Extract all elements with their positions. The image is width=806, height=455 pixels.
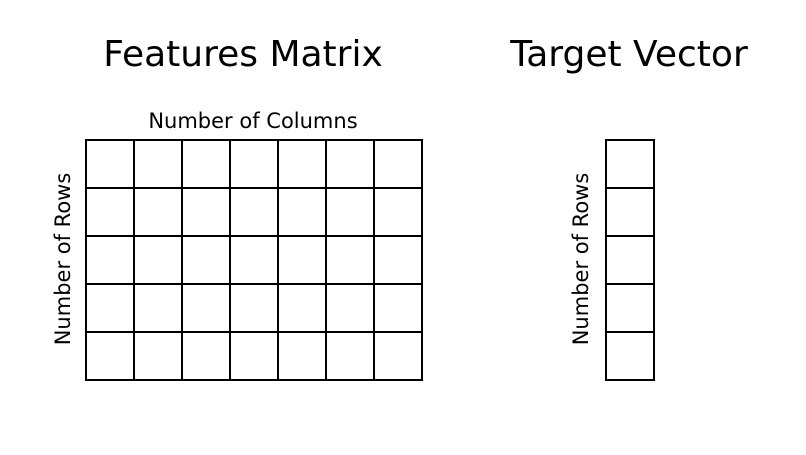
- target-vector-panel: Target Vector Number of Rows: [509, 34, 748, 381]
- target-vector-cell-r4-c1: [605, 283, 655, 333]
- features-matrix-cell-r1-c3: [181, 139, 231, 189]
- features-matrix-cell-r4-c7: [373, 283, 423, 333]
- features-matrix-cell-r4-c4: [229, 283, 279, 333]
- features-matrix-cell-r5-c2: [133, 331, 183, 381]
- features-matrix-cell-r2-c5: [277, 187, 327, 237]
- features-matrix-cell-r5-c5: [277, 331, 327, 381]
- features-matrix-cell-r3-c5: [277, 235, 327, 285]
- features-matrix-cell-r4-c3: [181, 283, 231, 333]
- features-matrix-cell-r2-c4: [229, 187, 279, 237]
- features-matrix-cell-r5-c7: [373, 331, 423, 381]
- features-matrix-panel: Features Matrix Number of Columns Number…: [51, 34, 423, 381]
- features-matrix-cell-r1-c4: [229, 139, 279, 189]
- features-matrix-cell-r5-c6: [325, 331, 375, 381]
- features-matrix-cell-r2-c7: [373, 187, 423, 237]
- features-matrix-cell-r1-c7: [373, 139, 423, 189]
- features-matrix-cell-r1-c1: [85, 139, 135, 189]
- features-matrix-columns-label: Number of Columns: [148, 109, 357, 133]
- features-matrix-grid: [85, 139, 423, 381]
- features-matrix-cell-r3-c6: [325, 235, 375, 285]
- features-matrix-cell-r2-c2: [133, 187, 183, 237]
- features-matrix-cell-r3-c2: [133, 235, 183, 285]
- features-matrix-cell-r4-c6: [325, 283, 375, 333]
- features-matrix-cell-r2-c1: [85, 187, 135, 237]
- target-vector-grid: [605, 139, 655, 381]
- features-matrix-cell-r3-c4: [229, 235, 279, 285]
- features-matrix-cell-r2-c6: [325, 187, 375, 237]
- target-vector-rows-label: Number of Rows: [569, 173, 593, 346]
- features-matrix-cell-r3-c3: [181, 235, 231, 285]
- features-matrix-cell-r1-c2: [133, 139, 183, 189]
- features-matrix-cell-r5-c4: [229, 331, 279, 381]
- features-matrix-title: Features Matrix: [103, 34, 383, 75]
- features-matrix-cell-r4-c1: [85, 283, 135, 333]
- features-matrix-cell-r3-c1: [85, 235, 135, 285]
- features-matrix-cell-r1-c5: [277, 139, 327, 189]
- features-matrix-cell-r4-c2: [133, 283, 183, 333]
- features-matrix-cell-r1-c6: [325, 139, 375, 189]
- target-vector-cell-r5-c1: [605, 331, 655, 381]
- features-matrix-cell-r4-c5: [277, 283, 327, 333]
- features-matrix-rows-label: Number of Rows: [51, 173, 75, 346]
- target-vector-cell-r2-c1: [605, 187, 655, 237]
- target-vector-cell-r1-c1: [605, 139, 655, 189]
- target-vector-title: Target Vector: [509, 34, 748, 75]
- features-matrix-cell-r3-c7: [373, 235, 423, 285]
- features-matrix-cell-r2-c3: [181, 187, 231, 237]
- target-vector-cell-r3-c1: [605, 235, 655, 285]
- features-matrix-cell-r5-c3: [181, 331, 231, 381]
- features-matrix-cell-r5-c1: [85, 331, 135, 381]
